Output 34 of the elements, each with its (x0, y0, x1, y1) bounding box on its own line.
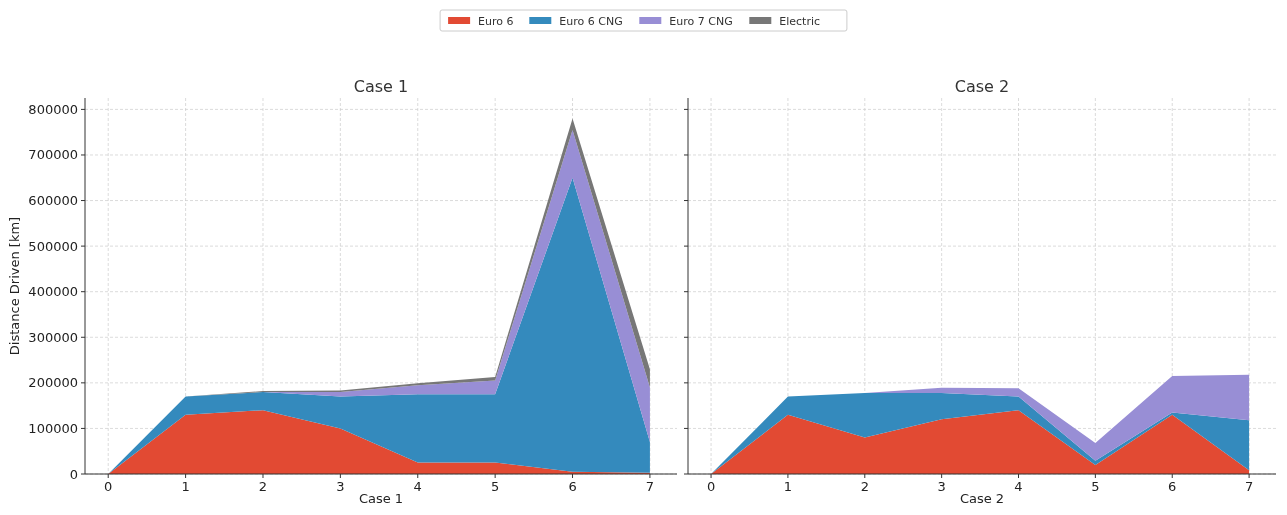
y-tick-label: 300000 (28, 329, 78, 345)
y-tick-label: 600000 (28, 193, 78, 209)
y-tick-label: 0 (69, 466, 78, 482)
legend-label: Euro 6 CNG (559, 15, 623, 28)
x-tick-label: 1 (783, 479, 793, 494)
x-tick-label: 7 (645, 479, 655, 494)
x-axis-title: Case 2 (959, 491, 1005, 506)
chart-title: Case 2 (954, 77, 1010, 96)
y-tick-label: 400000 (28, 284, 78, 300)
y-tick-label: 700000 (28, 147, 78, 163)
x-tick-label: 7 (1244, 479, 1254, 494)
y-tick-label: 500000 (28, 238, 78, 254)
x-tick-label: 5 (491, 479, 500, 494)
x-tick-label: 0 (104, 479, 113, 494)
x-tick-label: 2 (258, 479, 268, 494)
legend-label: Euro 7 CNG (669, 15, 733, 28)
x-tick-label: 2 (860, 479, 869, 494)
legend-label: Euro 6 (478, 15, 514, 28)
x-tick-label: 5 (1091, 479, 1100, 494)
x-tick-label: 6 (568, 479, 577, 494)
x-tick-label: 3 (336, 479, 345, 494)
legend-label: Electric (779, 15, 821, 28)
y-tick-label: 100000 (28, 420, 78, 436)
x-tick-label: 0 (706, 479, 716, 494)
y-tick-label: 800000 (28, 101, 78, 117)
y-tick-label: 200000 (28, 375, 78, 391)
x-tick-label: 1 (181, 479, 190, 494)
y-axis-title: Distance Driven [km] (7, 216, 22, 356)
x-tick-label: 3 (937, 479, 946, 494)
x-axis-title: Case 1 (358, 491, 404, 506)
x-tick-label: 4 (1014, 479, 1023, 494)
chart-title: Case 1 (353, 77, 409, 96)
x-tick-label: 4 (413, 479, 422, 494)
x-tick-label: 6 (1168, 479, 1177, 494)
